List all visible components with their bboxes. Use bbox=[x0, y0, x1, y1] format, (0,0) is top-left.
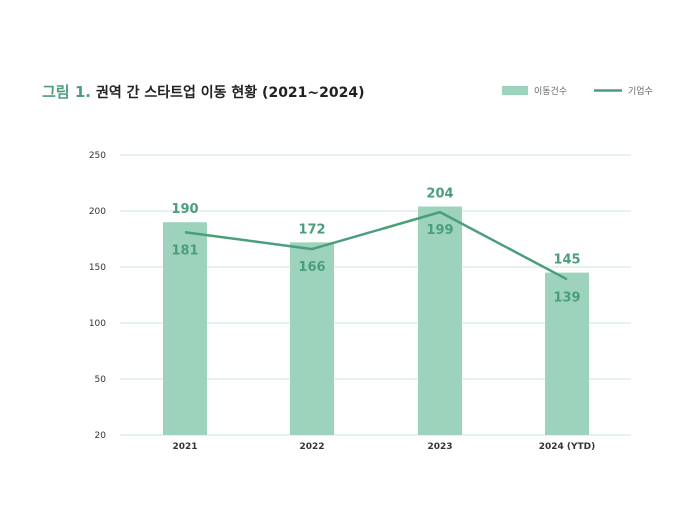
legend-bar-swatch bbox=[502, 86, 528, 95]
line-value-label: 139 bbox=[553, 290, 580, 305]
x-tick-label: 2024 (YTD) bbox=[539, 442, 596, 452]
y-tick-label: 250 bbox=[89, 151, 106, 161]
bar bbox=[545, 272, 589, 435]
bar-value-label: 172 bbox=[298, 222, 325, 237]
legend-line-label: 기업수 bbox=[628, 86, 653, 97]
y-tick-label: 150 bbox=[89, 263, 106, 273]
y-tick-label: 20 bbox=[95, 431, 107, 441]
bar bbox=[163, 222, 207, 435]
y-tick-label: 50 bbox=[95, 375, 107, 385]
bar bbox=[290, 242, 334, 435]
x-tick-label: 2023 bbox=[427, 442, 452, 452]
legend: 이동건수 기업수 bbox=[502, 86, 653, 97]
x-tick-label: 2021 bbox=[172, 442, 197, 452]
line-value-label: 181 bbox=[171, 243, 198, 258]
line-value-label: 199 bbox=[426, 223, 453, 238]
bar bbox=[418, 206, 462, 435]
y-tick-label: 200 bbox=[89, 207, 106, 217]
x-tick-label: 2022 bbox=[299, 442, 324, 452]
bar-value-label: 204 bbox=[426, 187, 453, 202]
line-value-label: 166 bbox=[298, 260, 325, 275]
chart-title: 권역 간 스타트업 이동 현황 (2021~2024) bbox=[96, 84, 365, 101]
bar-value-label: 145 bbox=[553, 253, 580, 268]
series-line-기업수 bbox=[184, 210, 568, 281]
figure-label: 그림 1. bbox=[42, 83, 91, 101]
bar-value-label: 190 bbox=[171, 202, 198, 217]
legend-bar-label: 이동건수 bbox=[534, 86, 567, 97]
y-tick-label: 100 bbox=[89, 319, 106, 329]
